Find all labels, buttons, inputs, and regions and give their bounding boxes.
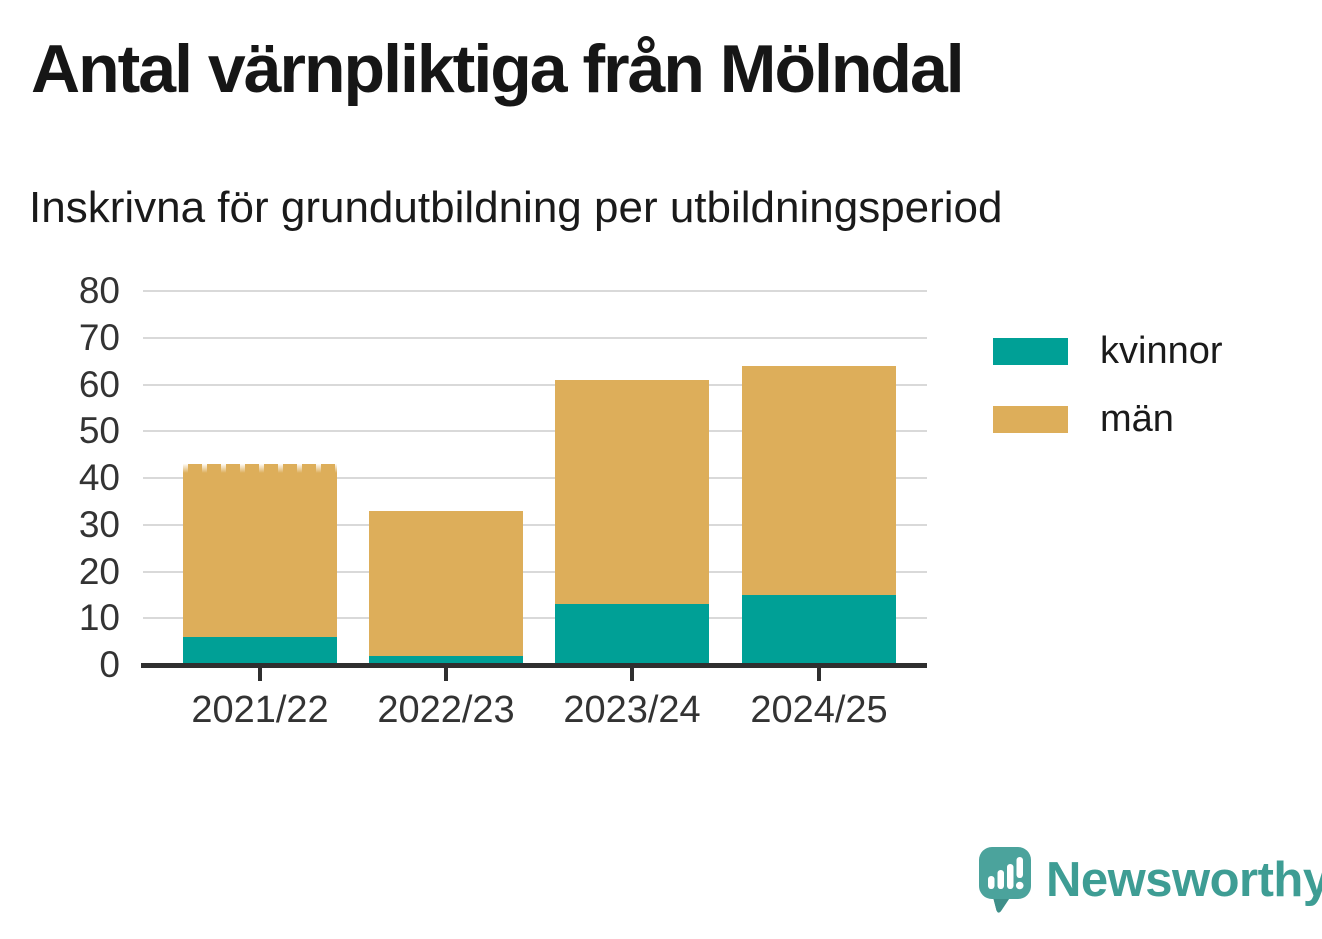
y-axis-tick-label: 70	[78, 316, 120, 358]
x-axis-tick-label: 2022/23	[377, 689, 515, 731]
x-axis-line	[141, 663, 927, 668]
gridline-y-40	[143, 477, 927, 479]
gridline-y-80	[143, 290, 927, 292]
chart-title: Antal värnpliktiga från Mölndal	[31, 31, 965, 107]
legend: kvinnor män	[993, 332, 1223, 438]
x-axis-tick-mark	[630, 667, 634, 681]
y-axis-tick-label: 20	[78, 550, 120, 592]
legend-item-män: män	[993, 400, 1223, 438]
x-axis-tick-label: 2024/25	[750, 689, 888, 731]
bar-2023/24-män	[555, 379, 709, 605]
gridline-y-70	[143, 336, 927, 339]
gridline-y-20	[143, 570, 927, 573]
y-axis-tick-label: 10	[78, 597, 120, 639]
y-axis-tick-label: 30	[78, 503, 120, 545]
bar-2023/24-kvinnor	[555, 604, 709, 665]
legend-swatch-kvinnor	[993, 337, 1068, 365]
x-axis-tick-mark	[258, 667, 262, 681]
legend-item-kvinnor: kvinnor	[993, 332, 1223, 370]
gridline-y-30	[143, 523, 927, 526]
brand-footer: Newsworthy	[978, 846, 1322, 914]
gridline-y-60	[143, 383, 927, 386]
chart-subtitle: Inskrivna för grundutbildning per utbild…	[29, 183, 1003, 232]
y-axis-tick-label: 50	[78, 410, 120, 452]
newsworthy-logo-icon	[979, 847, 1031, 913]
gridline-y-50	[143, 430, 927, 433]
legend-label-kvinnor: kvinnor	[1100, 330, 1223, 372]
brand-name: Newsworthy	[1046, 853, 1322, 907]
bar-2021/22-kvinnor	[183, 636, 337, 665]
y-axis-tick-label: 80	[78, 270, 120, 311]
bar-top-fade-effect	[183, 463, 337, 473]
x-axis-tick-mark	[444, 667, 448, 681]
legend-swatch-män	[993, 405, 1068, 433]
bar-2022/23-män	[369, 510, 523, 656]
x-axis-tick-mark	[817, 667, 821, 681]
y-axis-tick-label: 60	[78, 363, 120, 405]
gridline-y-10	[143, 617, 927, 620]
bar-2024/25-män	[742, 365, 896, 595]
x-axis-tick-label: 2021/22	[191, 689, 329, 731]
legend-label-män: män	[1100, 398, 1174, 440]
bar-2021/22-män	[183, 463, 337, 637]
y-axis-tick-label: 0	[99, 644, 120, 685]
y-axis-tick-label: 40	[78, 457, 120, 498]
bar-2022/23-kvinnor	[369, 655, 523, 665]
bar-2024/25-kvinnor	[742, 594, 896, 665]
x-axis-tick-label: 2023/24	[563, 689, 701, 731]
